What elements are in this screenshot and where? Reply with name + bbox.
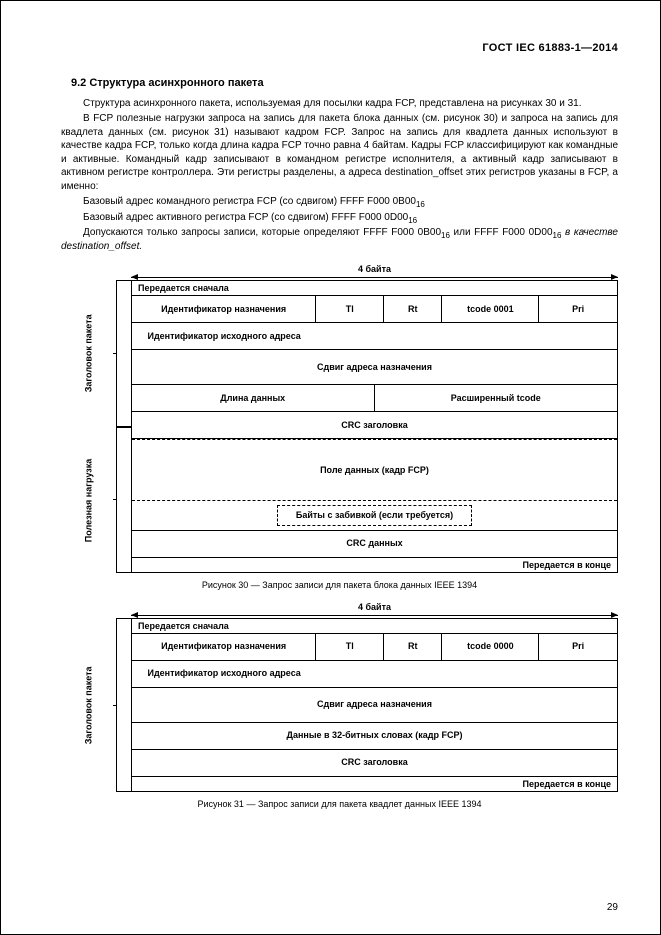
para-2-text: В FCP полезные нагрузки запроса на запис…: [61, 113, 618, 192]
cell-dest-offset-2: Сдвиг адреса назначения: [132, 688, 617, 722]
bullet-2: Базовый адрес активного регистра FCP (со…: [61, 211, 618, 225]
fig30-side: Заголовок пакета Полезная нагрузка: [61, 280, 131, 572]
bullet-1-text: Базовый адрес командного регистра FCP (с…: [83, 196, 416, 207]
fig30-diagram: Заголовок пакета Полезная нагрузка Перед…: [61, 280, 618, 572]
fig31-caption: Рисунок 31 — Запрос записи для пакета кв…: [61, 798, 618, 810]
cell-tl: Tl: [316, 296, 384, 322]
sub-16: 16: [416, 200, 425, 209]
cell-pad-bytes-wrap: Байты с забивкой (если требуется): [132, 500, 617, 529]
fig30-bot-note: Передается в конце: [131, 558, 618, 573]
fig30-grid: Передается сначала Идентификатор назначе…: [131, 280, 618, 572]
para-2: В FCP полезные нагрузки запроса на запис…: [61, 112, 618, 193]
fig31-width-label: 4 байта: [61, 601, 618, 613]
fig31-arrow: [131, 615, 618, 616]
fig30-top-note: Передается сначала: [131, 280, 618, 296]
cell-empty-2: [316, 661, 617, 687]
cell-src-id: Идентификатор исходного адреса: [132, 323, 316, 349]
page: ГОСТ IEC 61883-1—2014 9.2 Структура асин…: [0, 0, 661, 935]
section-title: 9.2 Структура асинхронного пакета: [71, 76, 618, 91]
cell-empty: [316, 323, 617, 349]
figure-31: 4 байта Заголовок пакета Передается снач…: [61, 601, 618, 811]
cell-src-id-2: Идентификатор исходного адреса: [132, 661, 316, 687]
bullet-1: Базовый адрес командного регистра FCP (с…: [61, 195, 618, 209]
fig31-side: Заголовок пакета: [61, 618, 131, 792]
para-3a: Допускаются только запросы записи, котор…: [83, 227, 441, 238]
bullet-2-text: Базовый адрес активного регистра FCP (со…: [83, 212, 408, 223]
cell-pri-2: Pri: [539, 634, 617, 660]
side-payload-label: Полезная нагрузка: [61, 427, 116, 573]
fig31-top-note: Передается сначала: [131, 618, 618, 634]
cell-tl-2: Tl: [316, 634, 384, 660]
para-3: Допускаются только запросы записи, котор…: [61, 226, 618, 253]
cell-quadlet-data: Данные в 32-битных словах (кадр FCP): [132, 723, 617, 749]
fig30-arrow: [131, 277, 618, 278]
cell-ext-tcode: Расширенный tcode: [375, 385, 618, 411]
cell-dest-offset: Сдвиг адреса назначения: [132, 350, 617, 384]
side-header-label: Заголовок пакета: [61, 280, 116, 426]
figure-30: 4 байта Заголовок пакета Полезная нагруз…: [61, 263, 618, 591]
cell-tcode-2: tcode 0000: [442, 634, 539, 660]
cell-rt: Rt: [384, 296, 442, 322]
fig31-diagram: Заголовок пакета Передается сначала Иден…: [61, 618, 618, 792]
cell-rt-2: Rt: [384, 634, 442, 660]
fig31-grid: Передается сначала Идентификатор назначе…: [131, 618, 618, 792]
cell-hdr-crc-2: CRC заголовка: [132, 750, 617, 776]
cell-tcode: tcode 0001: [442, 296, 539, 322]
cell-dest-id-2: Идентификатор назначения: [132, 634, 316, 660]
fig31-bot-note: Передается в конце: [131, 777, 618, 792]
fig30-payload: Поле данных (кадр FCP) Байты с забивкой …: [131, 439, 618, 529]
cell-data-crc: CRC данных: [132, 531, 617, 557]
page-number: 29: [607, 901, 618, 915]
fig30-caption: Рисунок 30 — Запрос записи для пакета бл…: [61, 579, 618, 591]
cell-dest-id: Идентификатор назначения: [132, 296, 316, 322]
cell-pad-bytes: Байты с забивкой (если требуется): [277, 505, 472, 525]
side-header-label-2: Заголовок пакета: [61, 618, 116, 792]
doc-header: ГОСТ IEC 61883-1—2014: [61, 41, 618, 56]
fig30-width-label: 4 байта: [61, 263, 618, 275]
cell-pri: Pri: [539, 296, 617, 322]
para-1: Структура асинхронного пакета, используе…: [61, 97, 618, 111]
cell-hdr-crc: CRC заголовка: [132, 412, 617, 438]
para-3b: или FFFF F000 0D00: [450, 227, 553, 238]
sub-16-b: 16: [408, 216, 417, 225]
sub-16-c: 16: [441, 231, 450, 240]
cell-data-field: Поле данных (кадр FCP): [132, 439, 617, 500]
cell-data-len: Длина данных: [132, 385, 375, 411]
